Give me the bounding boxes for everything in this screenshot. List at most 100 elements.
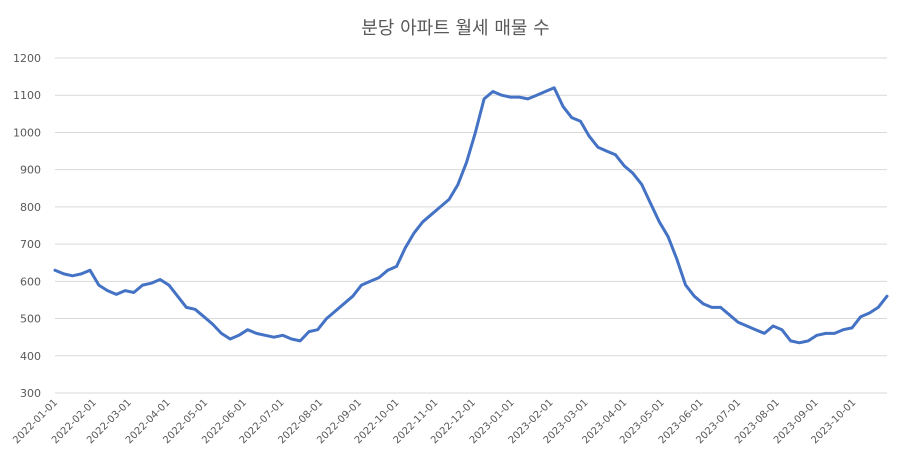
data-point	[860, 316, 862, 318]
data-point	[448, 198, 450, 200]
data-point	[798, 342, 800, 344]
data-point	[317, 329, 319, 331]
data-point	[352, 295, 354, 297]
data-point	[693, 295, 695, 297]
data-point	[588, 135, 590, 137]
data-point	[746, 325, 748, 327]
data-point	[177, 295, 179, 297]
data-point	[650, 202, 652, 204]
data-point	[807, 340, 809, 342]
data-point	[842, 329, 844, 331]
data-point	[98, 284, 100, 286]
data-point	[142, 284, 144, 286]
data-point	[194, 308, 196, 310]
data-point	[474, 131, 476, 133]
data-point	[641, 184, 643, 186]
data-point	[431, 213, 433, 215]
data-point	[632, 172, 634, 174]
data-point	[781, 329, 783, 331]
y-tick-label: 500	[20, 313, 41, 326]
data-point	[168, 284, 170, 286]
data-point	[851, 327, 853, 329]
data-point	[361, 284, 363, 286]
data-point	[439, 206, 441, 208]
data-point	[667, 236, 669, 238]
data-point	[737, 321, 739, 323]
data-point	[325, 318, 327, 320]
data-point	[422, 221, 424, 223]
data-point	[501, 94, 503, 96]
data-point	[72, 275, 74, 277]
y-tick-label: 1000	[13, 126, 41, 139]
data-point	[571, 117, 573, 119]
data-point	[544, 91, 546, 92]
data-point	[527, 98, 529, 100]
data-point	[387, 269, 389, 271]
data-point	[413, 232, 415, 234]
data-point	[615, 154, 617, 156]
data-point	[868, 312, 870, 314]
y-tick-label: 600	[20, 275, 41, 288]
data-point	[518, 96, 520, 98]
data-point	[124, 290, 126, 292]
data-point	[229, 338, 231, 340]
data-point	[378, 277, 380, 279]
data-point	[89, 269, 91, 271]
y-tick-label: 400	[20, 350, 41, 363]
data-point	[238, 334, 240, 336]
data-point	[833, 332, 835, 334]
data-point	[80, 273, 82, 275]
data-point	[553, 87, 555, 89]
data-point	[755, 329, 757, 331]
data-point	[509, 96, 511, 98]
data-point	[133, 292, 135, 293]
data-point	[728, 314, 730, 316]
data-point	[203, 316, 205, 318]
data-point	[369, 280, 371, 282]
data-point	[658, 221, 660, 223]
data-point	[334, 310, 336, 312]
data-point	[676, 258, 678, 260]
data-point	[772, 325, 774, 327]
data-point	[685, 284, 687, 286]
data-point	[396, 265, 398, 267]
data-point	[343, 303, 345, 305]
data-point	[107, 290, 109, 292]
data-point	[457, 184, 459, 186]
y-tick-label: 900	[20, 164, 41, 177]
data-point	[825, 332, 827, 334]
data-point	[282, 334, 284, 336]
y-tick-label: 800	[20, 201, 41, 214]
data-point	[790, 340, 792, 342]
data-point	[536, 94, 538, 96]
data-point	[606, 150, 608, 152]
data-point	[255, 332, 257, 334]
data-point	[466, 161, 468, 163]
data-point	[562, 105, 564, 107]
data-point	[264, 334, 266, 336]
data-point	[886, 295, 888, 297]
series-line-0	[53, 86, 889, 345]
data-point	[597, 146, 599, 148]
data-point	[720, 306, 722, 308]
data-point	[290, 338, 292, 340]
data-point	[711, 306, 713, 308]
data-point	[308, 331, 310, 333]
data-point	[247, 329, 249, 331]
y-tick-label: 300	[20, 387, 41, 400]
data-point	[579, 120, 581, 122]
data-point	[702, 303, 704, 305]
data-point	[115, 293, 117, 295]
data-point	[185, 306, 187, 308]
data-point	[816, 334, 818, 336]
y-tick-label: 1100	[13, 89, 41, 102]
y-tick-label: 700	[20, 238, 41, 251]
data-point	[483, 98, 485, 100]
data-point	[763, 332, 765, 334]
data-point	[404, 247, 406, 249]
data-point	[877, 306, 879, 308]
data-point	[63, 273, 65, 275]
y-tick-label: 1200	[13, 52, 41, 65]
